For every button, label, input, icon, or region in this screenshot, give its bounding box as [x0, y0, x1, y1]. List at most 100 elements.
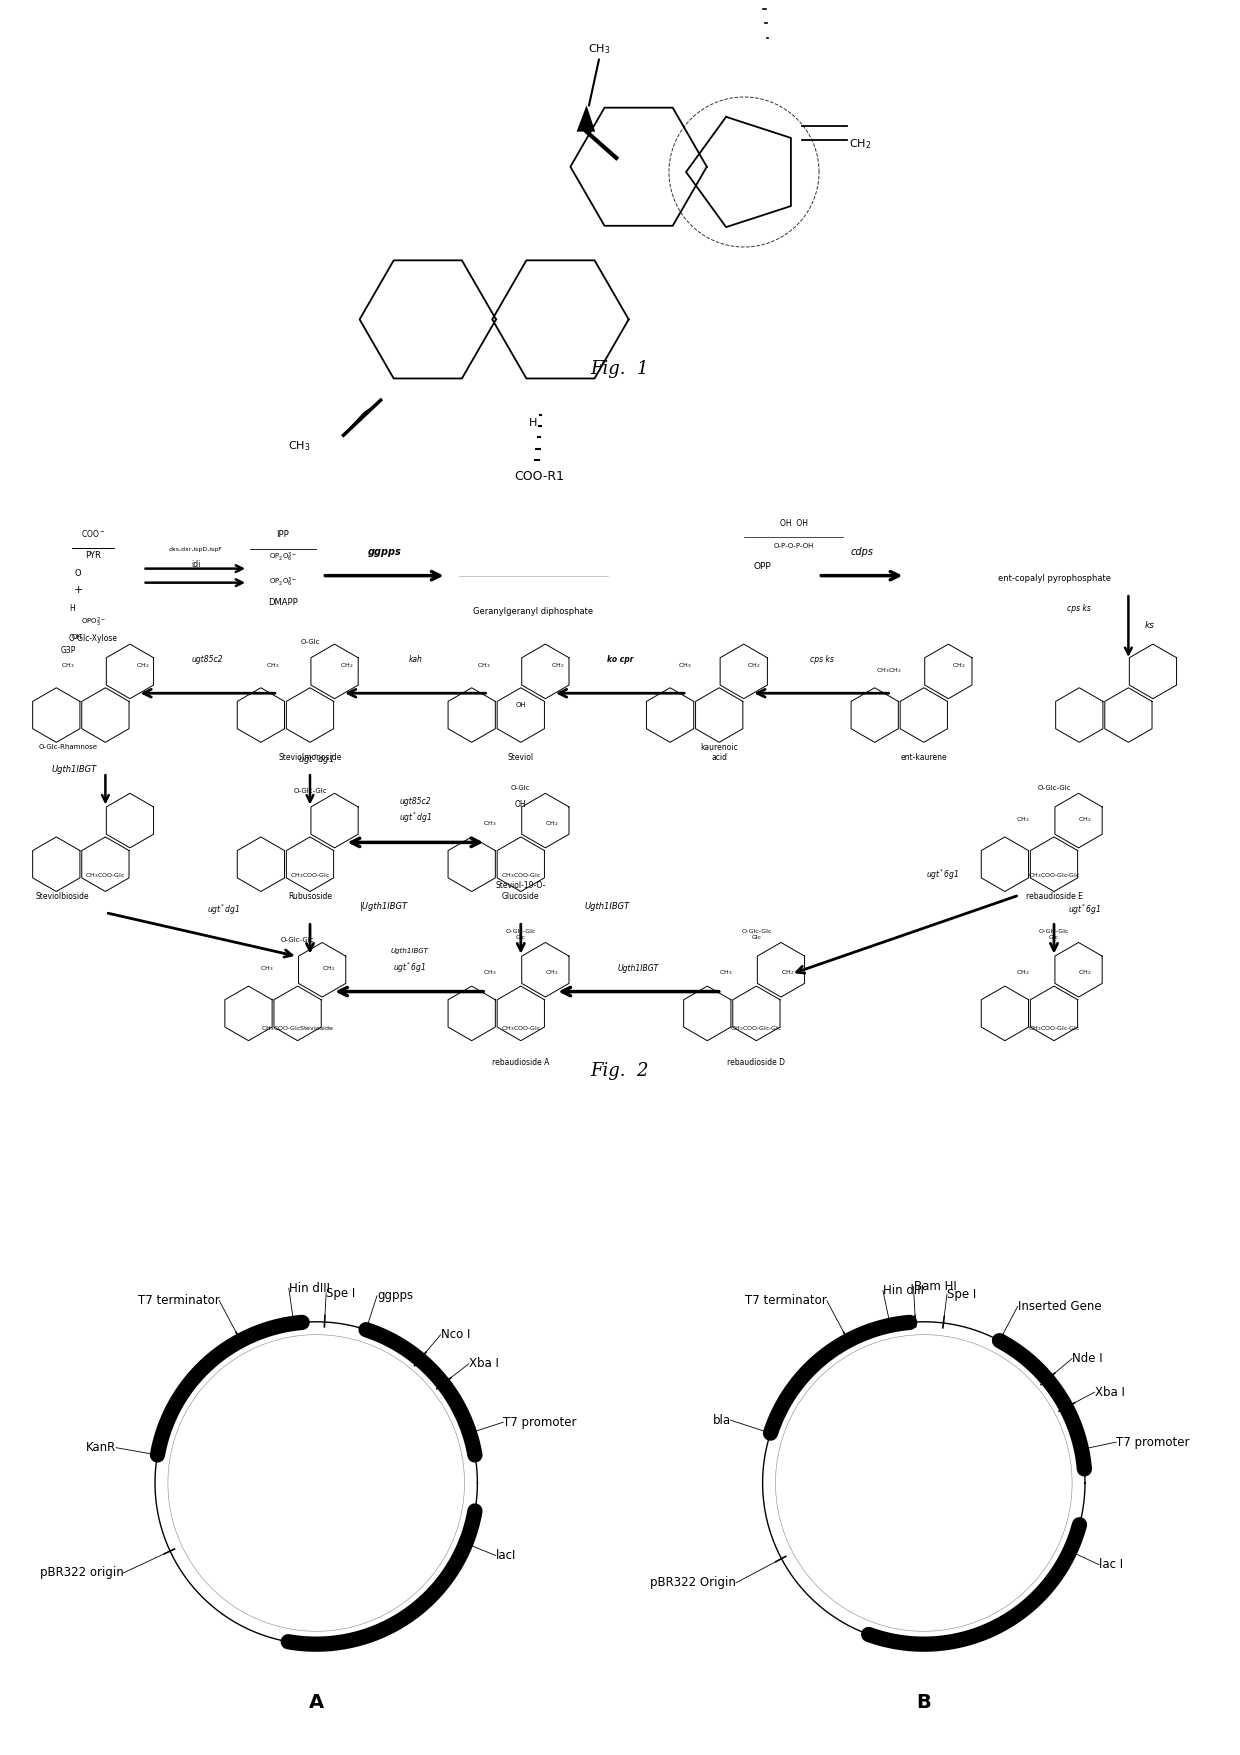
Text: kaurenoic
acid: kaurenoic acid — [701, 742, 738, 762]
Text: CH$_3$COO-Glc: CH$_3$COO-Glc — [290, 872, 330, 881]
Text: OH: OH — [72, 634, 82, 641]
Text: CH$_3$COO-Glc: CH$_3$COO-Glc — [501, 1025, 541, 1034]
Text: Bam HI: Bam HI — [914, 1279, 956, 1293]
Text: Xba I: Xba I — [469, 1357, 498, 1371]
Text: Steviol: Steviol — [507, 753, 534, 762]
Text: ugt$^*$6g1: ugt$^*$6g1 — [1069, 902, 1101, 916]
Text: ugt$^*$6g1: ugt$^*$6g1 — [393, 960, 425, 974]
Text: CH$_3$: CH$_3$ — [484, 820, 496, 828]
Text: CH$_3$: CH$_3$ — [719, 969, 732, 978]
Text: Geranylgeranyl diphosphate: Geranylgeranyl diphosphate — [474, 607, 593, 616]
Text: rebaudioside D: rebaudioside D — [728, 1058, 785, 1067]
Text: Steviol-19-O-
Glucoside: Steviol-19-O- Glucoside — [496, 881, 546, 900]
Text: ent-copalyl pyrophosphate: ent-copalyl pyrophosphate — [997, 574, 1111, 583]
Text: Spe I: Spe I — [947, 1288, 976, 1300]
Text: cps ks: cps ks — [810, 655, 833, 663]
Text: KanR: KanR — [86, 1441, 117, 1455]
Text: O-Glc-Rhamnose: O-Glc-Rhamnose — [38, 744, 98, 751]
Text: H: H — [529, 418, 537, 428]
Text: T7 promoter: T7 promoter — [503, 1416, 577, 1429]
Text: CH$_3$: CH$_3$ — [1017, 969, 1029, 978]
Text: CH$_2$: CH$_2$ — [546, 820, 558, 828]
Text: ggpps: ggpps — [367, 546, 402, 556]
Text: O-Glc: O-Glc — [300, 639, 320, 646]
Text: Steviolbioside: Steviolbioside — [35, 892, 89, 900]
Text: O: O — [74, 569, 82, 577]
Text: ugt85c2: ugt85c2 — [399, 797, 432, 806]
Text: bla: bla — [713, 1415, 730, 1427]
Text: idi: idi — [191, 560, 201, 569]
Text: CH$_2$: CH$_2$ — [1079, 816, 1091, 825]
Text: CH$_3$: CH$_3$ — [1017, 816, 1029, 825]
Text: Inserted Gene: Inserted Gene — [1018, 1300, 1101, 1313]
Text: CH$_2$: CH$_2$ — [322, 965, 335, 974]
Text: O-Glc-Glc
Glc: O-Glc-Glc Glc — [1039, 928, 1069, 941]
Text: pBR322 Origin: pBR322 Origin — [650, 1576, 735, 1590]
Text: CH$_2$: CH$_2$ — [136, 662, 149, 670]
Text: rebaudioside E: rebaudioside E — [1025, 892, 1083, 900]
Text: PYR: PYR — [86, 551, 100, 560]
Text: O-Glc-Glc: O-Glc-Glc — [280, 937, 315, 944]
Text: CH$_2$: CH$_2$ — [546, 969, 558, 978]
Text: CH$_2$: CH$_2$ — [341, 662, 353, 670]
Text: OH: OH — [515, 800, 527, 809]
Text: CH$_3$COO-Glc-Glc: CH$_3$COO-Glc-Glc — [1028, 872, 1080, 881]
Text: B: B — [916, 1692, 931, 1711]
Text: O-Glc-Glc: O-Glc-Glc — [1037, 784, 1071, 792]
Text: ugt$^*$6g1: ugt$^*$6g1 — [926, 867, 959, 881]
Text: CH$_2$: CH$_2$ — [952, 662, 965, 670]
Text: O-Glc-Glc
Glc: O-Glc-Glc Glc — [742, 928, 771, 941]
Text: CH$_2$: CH$_2$ — [552, 662, 564, 670]
Text: CH$_2$: CH$_2$ — [748, 662, 760, 670]
Text: ko cpr: ko cpr — [606, 655, 634, 663]
Text: ks: ks — [1145, 621, 1154, 630]
Text: lac I: lac I — [1099, 1558, 1123, 1571]
Text: H: H — [69, 604, 74, 612]
Text: Hin dIII: Hin dIII — [289, 1281, 330, 1295]
Text: Hin dIII: Hin dIII — [883, 1285, 924, 1297]
Text: CH$_2$: CH$_2$ — [849, 137, 872, 151]
Text: ugt$^*$dg1: ugt$^*$dg1 — [298, 753, 335, 767]
Text: dxs,dxr,ispD,ispF: dxs,dxr,ispD,ispF — [169, 548, 223, 553]
Text: CH$_3$COO-Glc: CH$_3$COO-Glc — [86, 872, 125, 881]
Polygon shape — [347, 400, 381, 430]
Text: T7 terminator: T7 terminator — [138, 1293, 219, 1307]
Text: +: + — [73, 584, 83, 595]
Text: cps ks: cps ks — [1066, 604, 1091, 612]
Text: O-Glc-Glc: O-Glc-Glc — [293, 788, 327, 795]
Text: O-Glc-Glc
Glc: O-Glc-Glc Glc — [506, 928, 536, 941]
Text: cdps: cdps — [851, 546, 873, 556]
Text: Fig.  2: Fig. 2 — [590, 1062, 650, 1079]
Text: Ugth1IBGT: Ugth1IBGT — [52, 765, 97, 774]
Text: ggpps: ggpps — [377, 1290, 413, 1302]
Text: CH$_3$: CH$_3$ — [267, 662, 279, 670]
Text: COO-R1: COO-R1 — [515, 470, 564, 483]
Text: CH$_3$: CH$_3$ — [260, 965, 273, 974]
Text: Ugth1IBGT: Ugth1IBGT — [618, 963, 660, 972]
Text: CH$_3$COO-Glc-Glc: CH$_3$COO-Glc-Glc — [730, 1025, 782, 1034]
Text: Ugth1IBGT: Ugth1IBGT — [585, 902, 630, 911]
Text: ent-kaurene: ent-kaurene — [900, 753, 947, 762]
Text: Steviolmonoside: Steviolmonoside — [278, 753, 342, 762]
Text: IPP: IPP — [277, 530, 289, 539]
Text: OPO$_3^{2-}$: OPO$_3^{2-}$ — [81, 616, 105, 630]
Text: G3P: G3P — [61, 646, 76, 655]
Text: Nde I: Nde I — [1073, 1351, 1102, 1365]
Text: CH$_3$: CH$_3$ — [62, 662, 74, 670]
Text: Nco I: Nco I — [440, 1329, 470, 1341]
Text: CH$_3$: CH$_3$ — [588, 42, 610, 56]
Text: O-P-O-P-OH: O-P-O-P-OH — [774, 542, 813, 549]
Text: O-Glc: O-Glc — [511, 784, 531, 792]
Text: COO$^-$: COO$^-$ — [81, 528, 105, 539]
Text: CH$_3$: CH$_3$ — [477, 662, 490, 670]
Text: Ugth1IBGT: Ugth1IBGT — [391, 948, 428, 955]
Text: OH  OH: OH OH — [780, 519, 807, 528]
Text: CH$_3$CH$_3$: CH$_3$CH$_3$ — [877, 667, 901, 676]
Text: DMAPP: DMAPP — [268, 598, 298, 607]
Text: CH$_2$: CH$_2$ — [1079, 969, 1091, 978]
Text: ugt$^*$dg1: ugt$^*$dg1 — [399, 811, 432, 825]
Text: T7 terminator: T7 terminator — [745, 1293, 827, 1307]
Text: OP$_2$O$_6^{3-}$: OP$_2$O$_6^{3-}$ — [269, 551, 296, 565]
Text: kah: kah — [408, 655, 423, 663]
Text: CH$_3$COO-GlcStevioside: CH$_3$COO-GlcStevioside — [262, 1025, 334, 1034]
